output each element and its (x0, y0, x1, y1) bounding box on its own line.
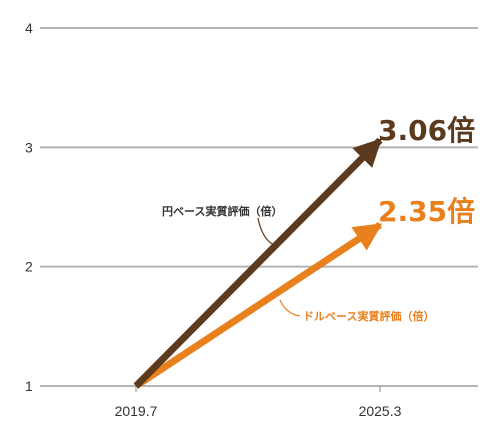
x-axis: 2019.7 2025.3 (115, 386, 402, 419)
yen-series-label: 円ベース実質評価（倍） (162, 204, 282, 218)
y-tick-label: 1 (25, 378, 33, 394)
yen-result-label: 3.06倍 (378, 114, 475, 147)
dollar-series-label: ドルベース実質評価（倍） (303, 309, 434, 323)
y-axis: 1 2 3 4 (25, 20, 33, 394)
grid-lines (40, 27, 478, 387)
y-tick-label: 2 (25, 259, 33, 275)
yen-series-leader (257, 217, 277, 247)
x-tick-label: 2019.7 (115, 403, 158, 419)
y-tick-label: 4 (25, 20, 33, 36)
x-tick-label: 2025.3 (359, 403, 402, 419)
y-tick-label: 3 (25, 139, 33, 155)
dollar-result-label: 2.35倍 (378, 195, 475, 228)
dollar-series-leader (279, 299, 301, 317)
yen-series-arrow (133, 137, 383, 389)
dollar-series-arrow (134, 221, 383, 389)
